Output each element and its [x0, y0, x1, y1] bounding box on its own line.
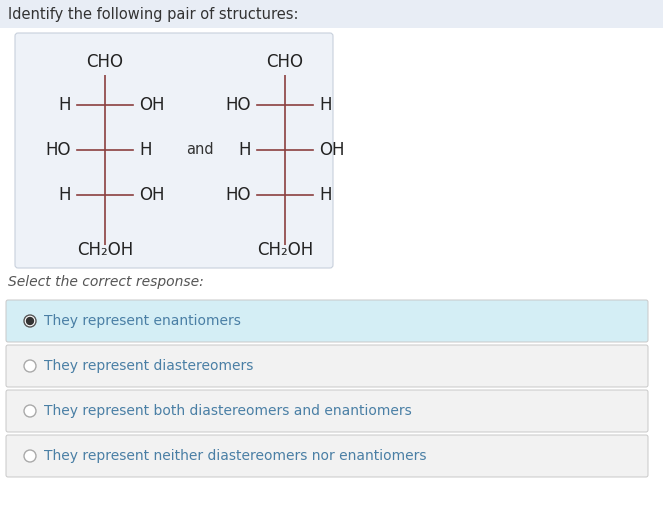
Text: Select the correct response:: Select the correct response:	[8, 275, 204, 289]
Text: H: H	[139, 141, 152, 159]
FancyBboxPatch shape	[6, 300, 648, 342]
Text: CH₂OH: CH₂OH	[77, 241, 133, 259]
Text: Identify the following pair of structures:: Identify the following pair of structure…	[8, 6, 298, 22]
Text: H: H	[58, 186, 71, 204]
Bar	[0, 0, 663, 28]
Circle shape	[24, 450, 36, 462]
Text: HO: HO	[46, 141, 71, 159]
Circle shape	[24, 315, 36, 327]
FancyBboxPatch shape	[6, 435, 648, 477]
Text: H: H	[319, 186, 332, 204]
FancyBboxPatch shape	[6, 390, 648, 432]
Text: HO: HO	[225, 96, 251, 114]
Text: They represent neither diastereomers nor enantiomers: They represent neither diastereomers nor…	[44, 449, 426, 463]
Text: H: H	[58, 96, 71, 114]
Text: CHO: CHO	[86, 53, 123, 71]
Text: H: H	[319, 96, 332, 114]
Text: OH: OH	[139, 186, 164, 204]
Circle shape	[27, 317, 34, 325]
Circle shape	[24, 360, 36, 372]
Text: They represent diastereomers: They represent diastereomers	[44, 359, 253, 373]
Text: CHO: CHO	[267, 53, 304, 71]
Text: HO: HO	[225, 186, 251, 204]
FancyBboxPatch shape	[15, 33, 333, 268]
Text: They represent enantiomers: They represent enantiomers	[44, 314, 241, 328]
Circle shape	[24, 405, 36, 417]
FancyBboxPatch shape	[6, 345, 648, 387]
Text: H: H	[239, 141, 251, 159]
Text: OH: OH	[139, 96, 164, 114]
Text: CH₂OH: CH₂OH	[257, 241, 313, 259]
Text: OH: OH	[319, 141, 345, 159]
Text: and: and	[186, 143, 213, 157]
Text: They represent both diastereomers and enantiomers: They represent both diastereomers and en…	[44, 404, 412, 418]
